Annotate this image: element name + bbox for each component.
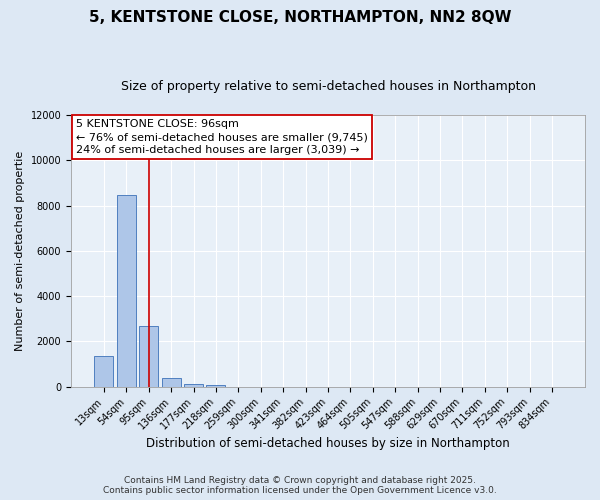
X-axis label: Distribution of semi-detached houses by size in Northampton: Distribution of semi-detached houses by … xyxy=(146,437,510,450)
Text: Contains HM Land Registry data © Crown copyright and database right 2025.
Contai: Contains HM Land Registry data © Crown c… xyxy=(103,476,497,495)
Text: 5 KENTSTONE CLOSE: 96sqm
← 76% of semi-detached houses are smaller (9,745)
24% o: 5 KENTSTONE CLOSE: 96sqm ← 76% of semi-d… xyxy=(76,119,368,156)
Bar xyxy=(94,356,113,386)
Title: Size of property relative to semi-detached houses in Northampton: Size of property relative to semi-detach… xyxy=(121,80,536,93)
Bar xyxy=(161,378,181,386)
Bar xyxy=(184,384,203,386)
Bar xyxy=(206,385,226,386)
Y-axis label: Number of semi-detached propertie: Number of semi-detached propertie xyxy=(15,150,25,351)
Text: 5, KENTSTONE CLOSE, NORTHAMPTON, NN2 8QW: 5, KENTSTONE CLOSE, NORTHAMPTON, NN2 8QW xyxy=(89,10,511,25)
Bar xyxy=(139,326,158,386)
Bar xyxy=(117,196,136,386)
